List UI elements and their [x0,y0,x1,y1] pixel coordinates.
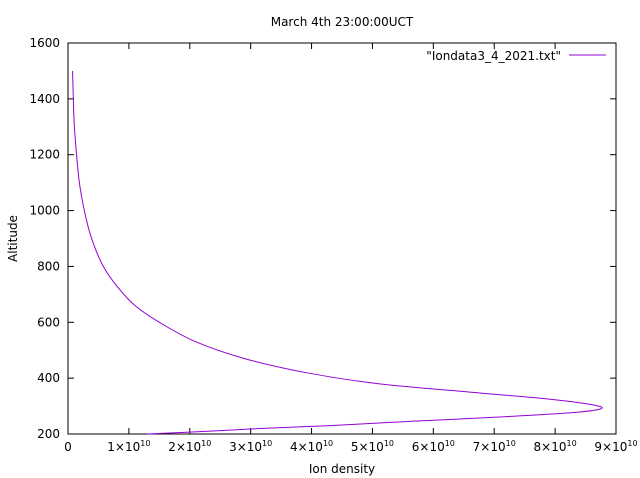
x-tick-mantissa: 7×10 [473,440,506,454]
x-tick-mantissa: 9×10 [594,440,627,454]
y-axis-ticks: 200 400 600 800 1000 1200 1400 1600 [29,36,616,441]
legend-label: "Iondata3_4_2021.txt" [426,49,561,63]
x-tick-exponent: 10 [140,439,150,448]
plot-border [67,42,617,435]
chart-title: March 4th 23:00:00UCT [271,15,414,29]
x-tick-exponent: 10 [567,439,577,448]
x-tick-label: 7×1010 [473,439,516,454]
y-tick-label: 1600 [29,36,60,50]
x-tick-label: 9×1010 [594,439,637,454]
series-line [72,70,603,435]
x-tick-mantissa: 4×10 [290,440,323,454]
x-tick-mantissa: 6×10 [412,440,445,454]
x-tick-mantissa: 1×10 [107,440,140,454]
x-tick-exponent: 10 [201,439,211,448]
x-tick-label: 8×1010 [534,439,577,454]
y-tick-label: 1200 [29,148,60,162]
y-tick-label: 800 [37,259,60,273]
x-tick-exponent: 10 [323,439,333,448]
x-axis-ticks: 0 1×1010 2×1010 3×1010 4×1010 5×1010 6×1010 7×1… [64,43,638,454]
y-tick-label: 400 [37,371,60,385]
x-tick-exponent: 10 [506,439,516,448]
x-tick-label: 2×1010 [168,439,211,454]
x-tick-mantissa: 0 [64,440,72,454]
legend: "Iondata3_4_2021.txt" [426,49,606,63]
y-tick-label: 600 [37,315,60,329]
series-layer [72,70,603,435]
x-tick-label: 3×1010 [229,439,272,454]
y-tick-label: 200 [37,427,60,441]
x-tick-mantissa: 5×10 [351,440,384,454]
x-axis-label: Ion density [309,462,375,476]
x-tick-exponent: 10 [627,439,637,448]
x-tick-exponent: 10 [384,439,394,448]
y-tick-label: 1000 [29,204,60,218]
x-tick-label: 4×1010 [290,439,333,454]
y-tick-label: 1400 [29,92,60,106]
x-tick-mantissa: 8×10 [534,440,567,454]
x-tick-mantissa: 3×10 [229,440,262,454]
x-tick-exponent: 10 [445,439,455,448]
x-tick-label: 5×1010 [351,439,394,454]
plot-frame [67,42,617,435]
x-tick-label: 1×1010 [107,439,150,454]
y-axis-label: Altitude [6,215,20,262]
x-tick-mantissa: 2×10 [168,440,201,454]
x-tick-label: 0 [64,440,72,454]
x-tick-exponent: 10 [262,439,272,448]
x-tick-label: 6×1010 [412,439,455,454]
